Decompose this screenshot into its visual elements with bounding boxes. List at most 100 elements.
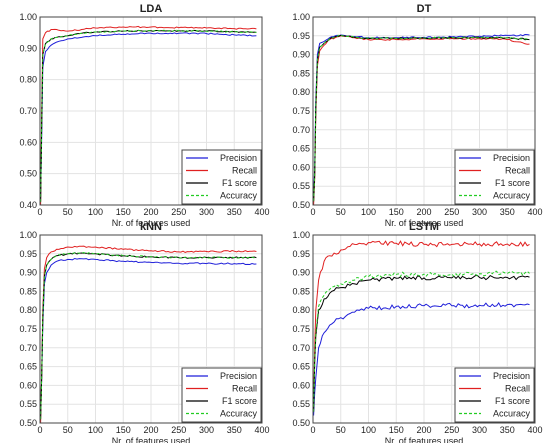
chart-title: LSTM [409, 221, 439, 233]
legend-label: Accuracy [493, 191, 531, 201]
x-tick-label: 200 [416, 425, 431, 435]
series-line-recall [40, 25, 257, 206]
y-tick-label: 0.55 [292, 181, 310, 191]
series-line-precision [313, 301, 530, 416]
y-tick-label: 0.80 [292, 87, 310, 97]
y-tick-label: 0.50 [19, 418, 37, 428]
chart-title: kNN [140, 221, 162, 233]
x-tick-label: 250 [444, 207, 459, 217]
legend-label: Recall [505, 384, 530, 394]
y-tick-label: 0.95 [292, 249, 310, 259]
y-tick-label: 0.85 [19, 286, 37, 296]
chart-panel-knn: 0 50 100 150 200 250 300 350 400 0.50 0.55 0.60 0.65… [19, 221, 269, 443]
x-tick-label: 300 [472, 207, 487, 217]
x-tick-label: 200 [143, 207, 158, 217]
axes-frame [39, 234, 263, 424]
chart-panel-dt: 0 50 100 150 200 250 300 350 400 0.50 0.55 0.60 0.65… [292, 3, 542, 228]
y-tick-label: 1.00 [19, 230, 37, 240]
x-tick-label: 150 [116, 207, 131, 217]
x-tick-label: 250 [444, 425, 459, 435]
x-tick-label: 400 [254, 207, 269, 217]
legend-label: Precision [220, 153, 257, 163]
x-tick-label: 0 [37, 425, 42, 435]
x-tick-label: 150 [389, 207, 404, 217]
y-tick-label: 0.60 [19, 380, 37, 390]
y-tick-label: 0.95 [292, 31, 310, 41]
series-line-precision [40, 32, 257, 199]
x-tick-label: 50 [336, 207, 346, 217]
y-tick-label: 0.55 [19, 399, 37, 409]
y-tick-label: 0.80 [19, 305, 37, 315]
x-axis-label: Nr. of features used [385, 218, 464, 228]
x-tick-label: 150 [389, 425, 404, 435]
legend-label: Precision [493, 371, 530, 381]
series-line-recall [40, 245, 257, 424]
y-tick-label: 0.60 [292, 162, 310, 172]
x-tick-label: 300 [472, 425, 487, 435]
x-tick-label: 300 [199, 425, 214, 435]
y-tick-label: 0.50 [292, 200, 310, 210]
y-tick-label: 0.40 [19, 200, 37, 210]
y-tick-label: 0.90 [19, 268, 37, 278]
y-tick-label: 0.90 [292, 268, 310, 278]
x-tick-label: 350 [500, 207, 515, 217]
chart-title: DT [417, 3, 432, 15]
x-tick-label: 350 [227, 207, 242, 217]
legend-label: Accuracy [220, 409, 258, 419]
y-tick-label: 0.65 [292, 362, 310, 372]
x-tick-label: 200 [416, 207, 431, 217]
x-axis-label: Nr. of features used [112, 436, 191, 443]
y-tick-label: 0.60 [19, 137, 37, 147]
y-tick-label: 1.00 [292, 12, 310, 22]
x-tick-label: 50 [63, 425, 73, 435]
x-tick-label: 250 [171, 207, 186, 217]
y-tick-label: 0.75 [292, 106, 310, 116]
chart-panel-lda: 0 50 100 150 200 250 300 350 400 0.40 0.50 0.60 0.70… [19, 3, 269, 228]
x-tick-label: 100 [361, 207, 376, 217]
y-tick-label: 0.70 [19, 343, 37, 353]
y-tick-label: 0.75 [292, 324, 310, 334]
series-line-precision [40, 257, 257, 416]
y-tick-label: 0.70 [292, 343, 310, 353]
axes-frame [312, 234, 536, 424]
x-tick-label: 200 [143, 425, 158, 435]
chart-title: LDA [140, 3, 163, 15]
y-tick-label: 1.00 [292, 230, 310, 240]
x-tick-label: 50 [336, 425, 346, 435]
legend-label: F1 score [222, 396, 257, 406]
legend-label: Recall [232, 384, 257, 394]
y-tick-label: 0.65 [292, 144, 310, 154]
y-tick-label: 0.80 [292, 305, 310, 315]
legend-label: Precision [493, 153, 530, 163]
y-tick-label: 0.80 [19, 75, 37, 85]
legend-box [454, 149, 535, 205]
x-tick-label: 0 [310, 425, 315, 435]
x-tick-label: 100 [88, 425, 103, 435]
y-tick-label: 0.70 [19, 106, 37, 116]
legend-label: Accuracy [220, 191, 258, 201]
x-tick-label: 100 [88, 207, 103, 217]
legend-label: Recall [232, 166, 257, 176]
x-tick-label: 350 [500, 425, 515, 435]
x-tick-label: 250 [171, 425, 186, 435]
series-line-accuracy [313, 34, 530, 202]
legend-label: F1 score [222, 178, 257, 188]
series-line-accuracy [40, 29, 257, 202]
y-tick-label: 1.00 [19, 12, 37, 22]
y-tick-label: 0.85 [292, 68, 310, 78]
y-tick-label: 0.50 [19, 169, 37, 179]
series-line-accuracy [40, 251, 257, 420]
legend-box [181, 367, 262, 423]
x-tick-label: 0 [37, 207, 42, 217]
y-tick-label: 0.60 [292, 380, 310, 390]
legend-label: Precision [220, 371, 257, 381]
legend-box [454, 367, 535, 423]
x-tick-label: 400 [527, 207, 542, 217]
x-tick-label: 50 [63, 207, 73, 217]
y-tick-label: 0.95 [19, 249, 37, 259]
axes-frame [312, 16, 536, 206]
y-tick-label: 0.85 [292, 286, 310, 296]
x-tick-label: 350 [227, 425, 242, 435]
series-line-accuracy [313, 270, 530, 412]
